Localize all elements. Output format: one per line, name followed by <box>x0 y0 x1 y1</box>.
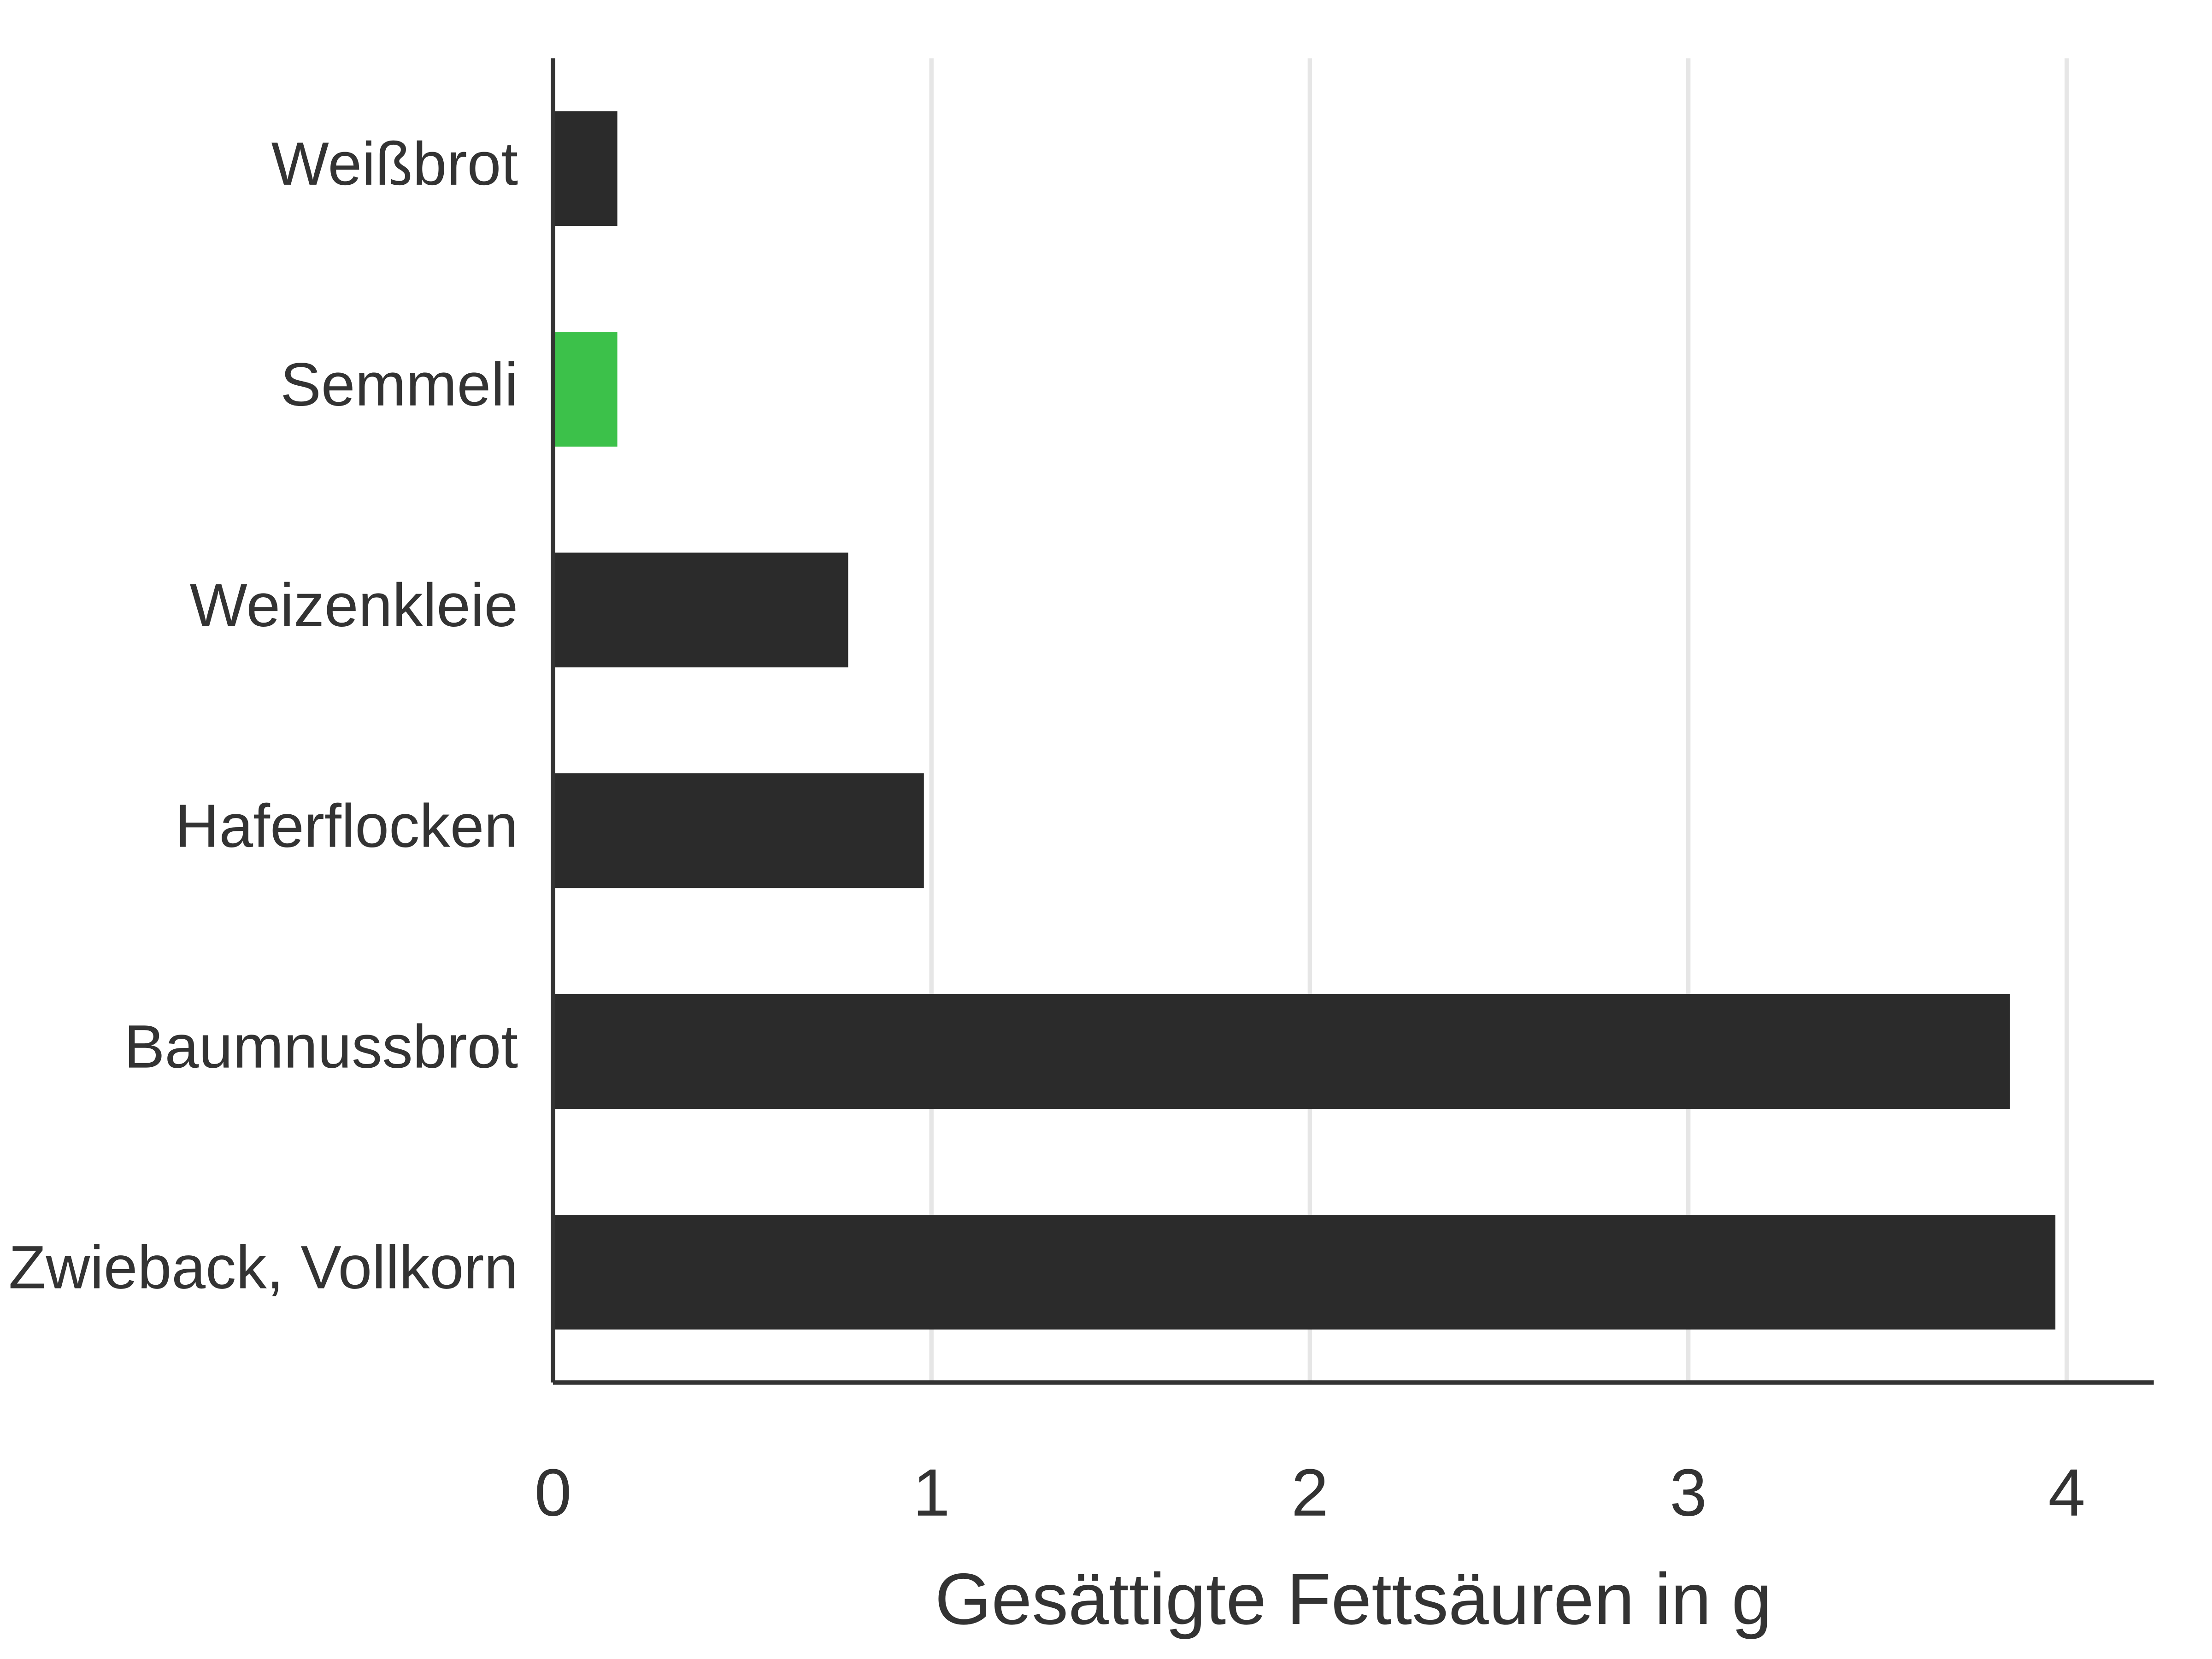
category-label: Semmeli <box>280 351 518 419</box>
bar <box>553 994 2010 1109</box>
x-tick-label: 3 <box>1670 1455 1707 1530</box>
x-axis-label: Gesättigte Fettsäuren in g <box>935 1559 1772 1640</box>
bar <box>553 553 848 667</box>
category-label: Zwieback, Vollkorn <box>9 1234 518 1302</box>
x-tick-label: 4 <box>2048 1455 2085 1530</box>
chart-container: Weißbrot Semmeli Weizenkleie Haferflocken Ba… <box>0 0 2212 1659</box>
x-tick-label: 1 <box>913 1455 950 1530</box>
x-tick-label: 0 <box>535 1455 572 1530</box>
bar <box>553 332 618 447</box>
category-label: Haferflocken <box>175 792 518 860</box>
category-label: Weizenkleie <box>190 571 518 640</box>
bar <box>553 773 924 888</box>
x-tick-label: 2 <box>1291 1455 1329 1530</box>
bar-chart: Weißbrot Semmeli Weizenkleie Haferflocken Ba… <box>0 0 2212 1659</box>
category-label: Baumnussbrot <box>124 1013 518 1081</box>
bar <box>553 111 618 226</box>
category-label: Weißbrot <box>271 130 518 198</box>
bar <box>553 1215 2055 1330</box>
